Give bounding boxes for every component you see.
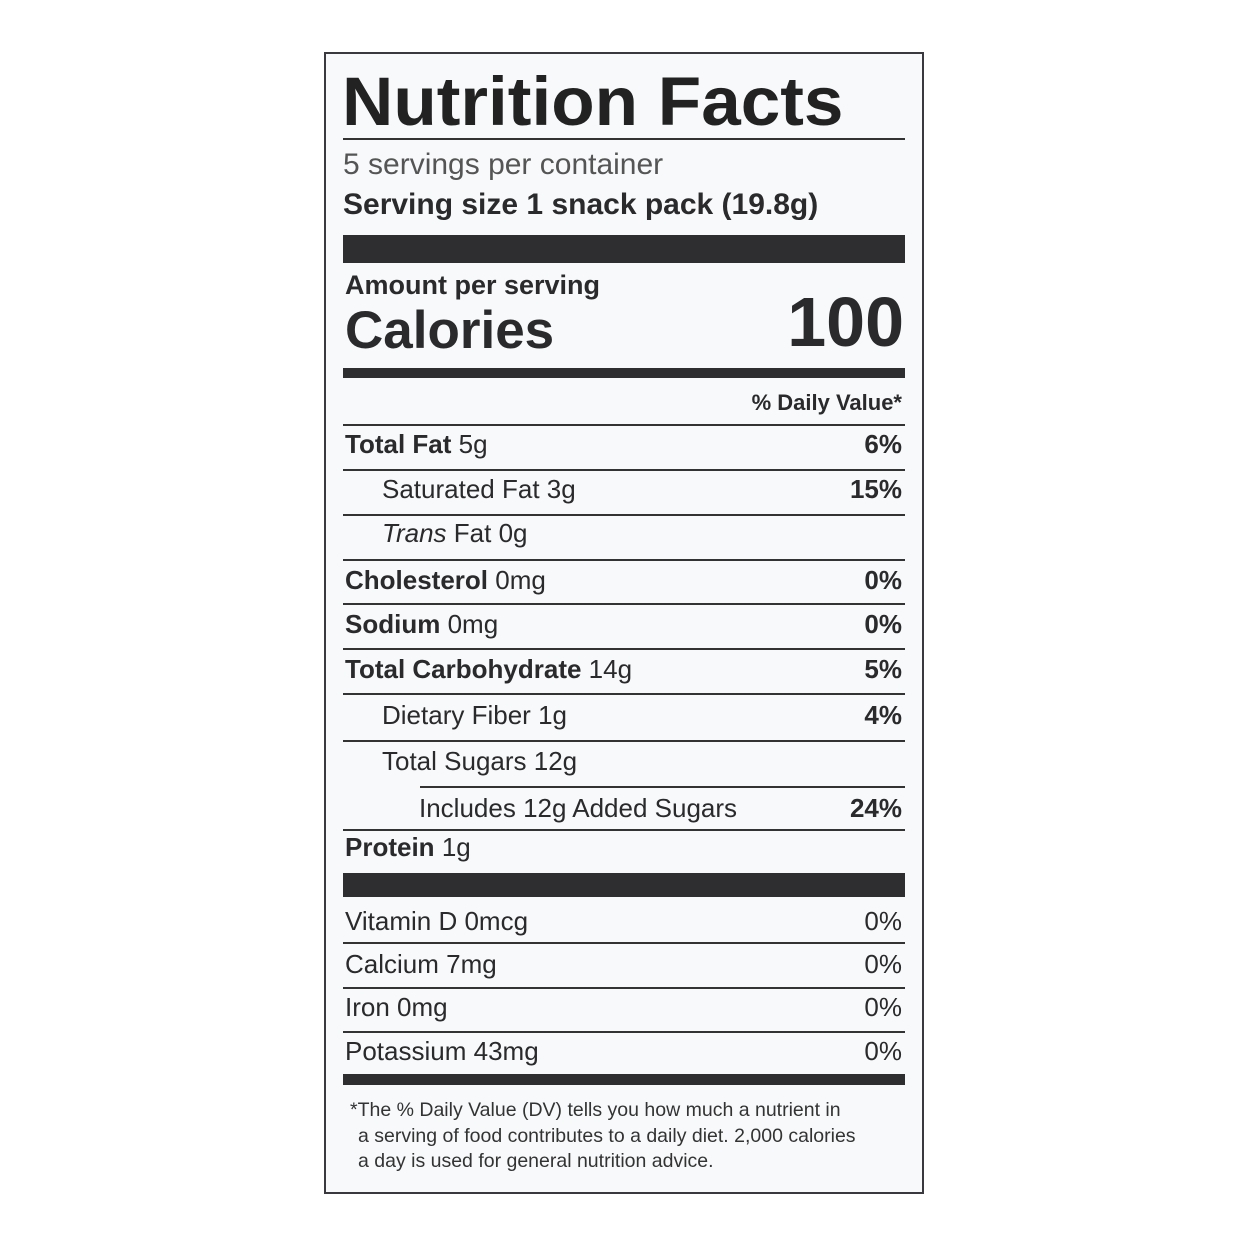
nutrient-row-total-sugars: Total Sugars 12g (382, 744, 902, 778)
nutrient-row-cholesterol: Cholesterol 0mg 0% (345, 563, 902, 597)
nutrient-amount: 3g (546, 473, 576, 504)
vitamin-row-potassium: Potassium 43mg 0% (345, 1034, 902, 1068)
thick-divider (343, 873, 905, 897)
nutrient-dv: 4% (864, 699, 902, 730)
nutrient-name: Fat (453, 517, 492, 548)
nutrient-dv: 5% (864, 653, 902, 684)
vitamin-dv: 0% (864, 1035, 902, 1066)
serving-size-label: Serving size (343, 188, 519, 221)
medium-divider (343, 368, 905, 378)
nutrient-name: Total Sugars (382, 745, 527, 776)
vitamin-name: Vitamin D (345, 905, 458, 936)
vitamin-amount: 0mcg (464, 905, 529, 936)
vitamin-amount: 43mg (473, 1035, 539, 1066)
vitamin-dv: 0% (864, 905, 902, 936)
vitamin-row-vitamin-d: Vitamin D 0mcg 0% (345, 904, 902, 938)
calories-label: Calories (345, 301, 555, 360)
nutrient-row-dietary-fiber: Dietary Fiber 1g 4% (382, 698, 902, 732)
amount-per-serving: Amount per serving (345, 270, 601, 300)
calories-value: 100 (787, 283, 904, 361)
footnote: *The % Daily Value (DV) tells you how mu… (350, 1098, 910, 1175)
divider (343, 138, 905, 140)
nutrient-row-protein: Protein 1g (345, 830, 902, 864)
nutrient-name: Cholesterol (345, 564, 489, 595)
vitamin-dv: 0% (864, 948, 902, 979)
nutrient-name: Protein (345, 831, 435, 862)
nutrient-amount: 1g (441, 831, 471, 862)
serving-size: Serving size 1 snack pack (19.8g) (343, 188, 818, 222)
divider (343, 987, 905, 989)
nutrient-name: Total Carbohydrate (345, 653, 582, 684)
divider (343, 559, 905, 561)
thick-divider (343, 235, 905, 263)
divider (343, 603, 905, 605)
divider (343, 469, 905, 471)
nutrient-name-italic: Trans (382, 517, 447, 548)
nutrient-amount: 0mg (495, 564, 546, 595)
nutrient-name: Sodium (345, 608, 441, 639)
nutrient-dv: 0% (864, 608, 902, 639)
divider (343, 648, 905, 650)
vitamin-name: Iron (345, 991, 390, 1022)
nutrient-name: Dietary Fiber (382, 699, 531, 730)
vitamin-amount: 7mg (446, 948, 497, 979)
medium-divider (343, 1074, 905, 1085)
vitamin-name: Potassium (345, 1035, 467, 1066)
vitamin-row-calcium: Calcium 7mg 0% (345, 947, 902, 981)
divider (343, 829, 905, 831)
nutrient-dv: 24% (849, 792, 902, 823)
divider (343, 942, 905, 944)
nutrient-amount: 1g (538, 699, 567, 730)
nutrient-row-total-carbohydrate: Total Carbohydrate 14g 5% (345, 652, 902, 686)
nutrient-name: Total Fat (345, 428, 452, 459)
divider (343, 693, 905, 695)
nutrient-dv: 0% (864, 564, 902, 595)
divider (343, 740, 905, 742)
servings-per-container: 5 servings per container (343, 148, 664, 181)
nutrient-amount: 0g (498, 517, 528, 548)
nutrition-facts-label: Nutrition Facts 5 servings per container… (324, 52, 924, 1194)
nutrient-dv: 6% (864, 428, 902, 459)
nutrient-amount: 12g (533, 745, 578, 776)
vitamin-dv: 0% (864, 991, 902, 1022)
nutrient-amount: 14g (588, 653, 633, 684)
daily-value-header: % Daily Value* (751, 390, 902, 415)
nutrient-row-trans-fat: Trans Fat 0g (382, 516, 902, 550)
divider (343, 424, 905, 426)
vitamin-row-iron: Iron 0mg 0% (345, 990, 902, 1024)
nutrient-amount: 5g (458, 428, 488, 459)
divider (343, 514, 905, 516)
nutrient-name: Saturated Fat (382, 473, 540, 504)
divider (420, 786, 905, 788)
nutrient-name: Includes 12g Added Sugars (419, 792, 738, 823)
serving-size-value: 1 snack pack (19.8g) (526, 188, 819, 221)
label-title: Nutrition Facts (342, 63, 844, 140)
footnote-line: a day is used for general nutrition advi… (358, 1150, 714, 1172)
nutrient-row-saturated-fat: Saturated Fat 3g 15% (382, 472, 902, 506)
vitamin-amount: 0mg (397, 991, 448, 1022)
nutrient-row-added-sugars: Includes 12g Added Sugars 24% (419, 791, 902, 825)
footnote-line: *The % Daily Value (DV) tells you how mu… (350, 1099, 841, 1121)
divider (343, 1031, 905, 1033)
vitamin-name: Calcium (345, 948, 439, 979)
nutrient-row-total-fat: Total Fat 5g 6% (345, 427, 902, 461)
nutrient-amount: 0mg (447, 608, 499, 639)
nutrient-row-sodium: Sodium 0mg 0% (345, 607, 902, 641)
nutrient-dv: 15% (849, 473, 902, 504)
footnote-line: a serving of food contributes to a daily… (358, 1124, 856, 1147)
